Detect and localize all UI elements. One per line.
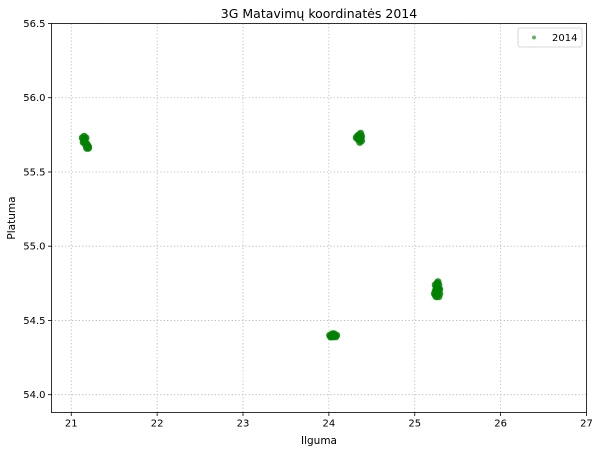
y-tick-label: 56.5 (23, 19, 45, 30)
data-point (329, 333, 337, 341)
data-points (78, 129, 444, 341)
data-point (433, 279, 441, 287)
legend-label: 2014 (552, 33, 577, 44)
data-point (79, 138, 87, 146)
legend-box (517, 27, 583, 48)
y-tick-label: 54.0 (23, 390, 45, 401)
x-tick-label: 26 (494, 419, 507, 430)
grid (51, 23, 587, 413)
y-tick-label: 56.0 (23, 93, 45, 104)
y-axis-label: Platuma (6, 196, 18, 239)
x-tick-label: 21 (65, 419, 78, 430)
data-point (357, 134, 365, 142)
x-tick-label: 23 (237, 419, 250, 430)
legend-marker (532, 35, 536, 40)
x-tick-label: 25 (408, 419, 421, 430)
y-tick-label: 54.5 (23, 316, 45, 327)
y-tick-label: 55.5 (23, 167, 45, 178)
plot-frame (51, 23, 587, 413)
x-tick-label: 22 (151, 419, 164, 430)
x-axis-ticks: 21 22 23 24 25 26 27 (65, 412, 593, 430)
y-axis-ticks: 54.0 54.5 55.0 55.5 56.0 56.5 (23, 19, 52, 401)
data-point (431, 291, 439, 299)
data-point (436, 285, 444, 293)
x-tick-label: 27 (580, 419, 593, 430)
y-tick-label: 55.0 (23, 242, 45, 253)
chart-title: 3G Matavimų koordinatės 2014 (221, 6, 417, 21)
x-axis-label: Ilguma (301, 435, 337, 447)
data-point (84, 143, 93, 151)
plot-background (51, 23, 587, 413)
x-tick-label: 24 (323, 419, 336, 430)
legend: 2014 (517, 27, 583, 48)
